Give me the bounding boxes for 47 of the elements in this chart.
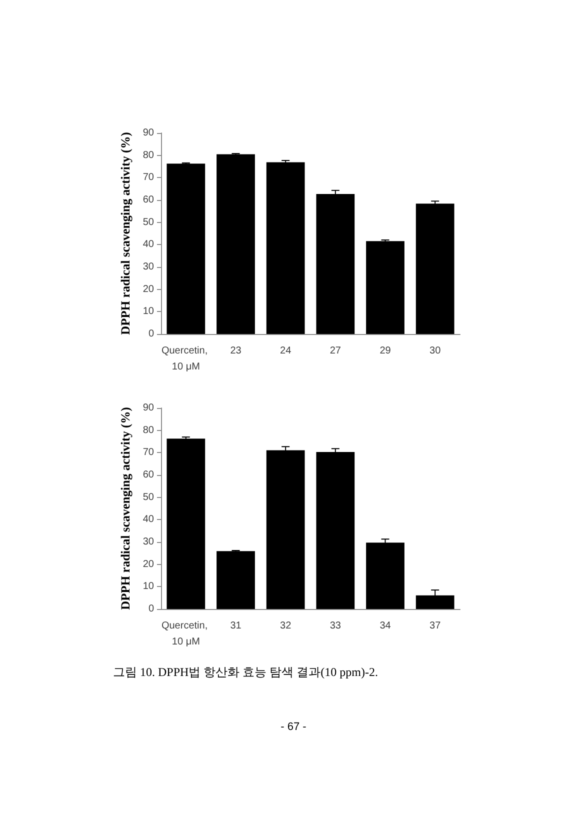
y-tick-label: 10 [142, 306, 154, 318]
y-tick-label: 90 [142, 402, 154, 414]
x-tick-label: 33 [330, 620, 342, 632]
y-tick-label: 70 [142, 447, 154, 458]
x-tick-label: Quercetin, 10 μM [161, 620, 210, 648]
x-tick-label: 27 [330, 346, 342, 356]
x-tick-label: 29 [380, 346, 392, 356]
x-tick-label: 24 [280, 346, 292, 356]
y-tick-label: 30 [142, 536, 154, 548]
y-tick-label: 80 [142, 424, 154, 436]
y-tick-label: 20 [142, 284, 154, 295]
y-tick-label: 90 [142, 128, 154, 138]
x-tick-label: Quercetin, 10 μM [161, 346, 210, 372]
y-tick-label: 30 [142, 262, 154, 272]
caption: 그림 10. DPPH법 항산화 효능 탐색 결과(10 ppm)-2. [113, 664, 378, 680]
x-tick-label: 30 [430, 346, 442, 356]
y-tick-label: 50 [142, 216, 154, 228]
bar [216, 154, 255, 334]
y-tick-label: 20 [142, 558, 154, 570]
y-tick-label: 50 [142, 492, 154, 503]
bar [266, 162, 305, 334]
x-tick-label: 32 [280, 620, 292, 632]
bar [316, 452, 355, 609]
bar [366, 542, 404, 609]
y-axis-title: DPPH radical scavenging activity (%) [118, 132, 132, 335]
y-tick-label: 80 [142, 150, 154, 161]
bar [316, 194, 355, 334]
y-tick-label: 40 [142, 239, 154, 250]
bar [166, 438, 206, 609]
y-tick-label: 10 [142, 581, 154, 592]
x-tick-label: 34 [380, 620, 392, 632]
x-tick-label: 31 [230, 620, 242, 632]
y-tick-label: 0 [148, 604, 154, 614]
text: - 67 - [280, 720, 308, 735]
x-tick-label: 23 [230, 346, 242, 356]
y-tick-label: 0 [148, 328, 154, 340]
y-tick-label: 60 [142, 470, 154, 480]
bar [416, 204, 454, 334]
bar [266, 450, 305, 609]
y-tick-label: 40 [142, 514, 154, 526]
y-tick-label: 60 [142, 194, 154, 206]
y-tick-label: 70 [142, 172, 154, 184]
y-axis-title: DPPH radical scavenging activity (%) [118, 407, 132, 610]
bar [166, 164, 206, 334]
x-tick-label: 37 [430, 620, 442, 632]
bar [216, 551, 255, 609]
bar [366, 241, 404, 334]
